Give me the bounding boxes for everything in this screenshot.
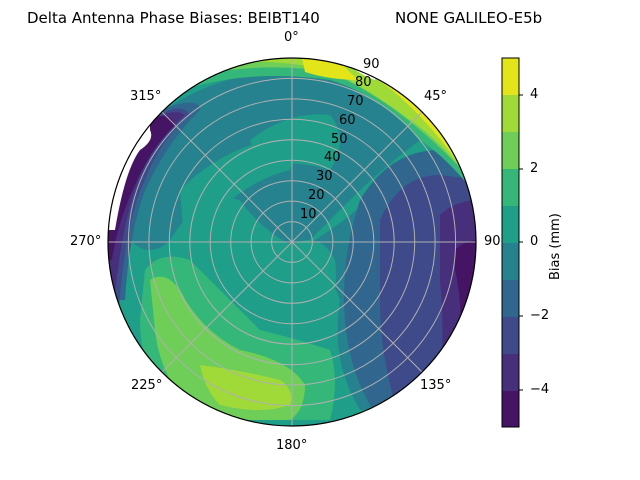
angle-label-315: 315° [130,89,162,104]
colorbar-tick-2: 2 [530,161,539,176]
radial-label-20: 20 [308,188,325,203]
polar-grid [108,58,476,426]
radial-label-50: 50 [331,132,348,147]
colorbar-tick-0: 0 [530,234,539,249]
radial-label-70: 70 [347,94,364,109]
angle-label-45: 45° [424,89,448,104]
angle-label-180: 180° [276,438,308,453]
colorbar-tick-4: 4 [530,87,539,102]
angle-label-225: 225° [131,378,163,393]
colorbar-tick-neg2: −2 [530,308,550,323]
colorbar [501,57,523,428]
chart-title-right: NONE GALILEO-E5b [395,9,543,27]
radial-label-30: 30 [316,169,333,184]
radial-label-10: 10 [300,207,317,222]
radial-label-40: 40 [324,150,341,165]
angle-label-135: 135° [420,378,452,393]
chart-title-left: Delta Antenna Phase Biases: BEIBT140 [27,9,320,27]
radial-label-60: 60 [339,113,356,128]
radial-label-80: 80 [355,75,372,90]
polar-frame [107,57,477,427]
angle-label-0: 0° [284,30,299,45]
colorbar-label: Bias (mm) [548,213,563,280]
radial-label-90: 90 [363,57,380,72]
colorbar-tick-neg4: −4 [530,382,550,397]
angle-label-90: 90 [484,234,501,249]
angle-label-270: 270° [70,234,102,249]
